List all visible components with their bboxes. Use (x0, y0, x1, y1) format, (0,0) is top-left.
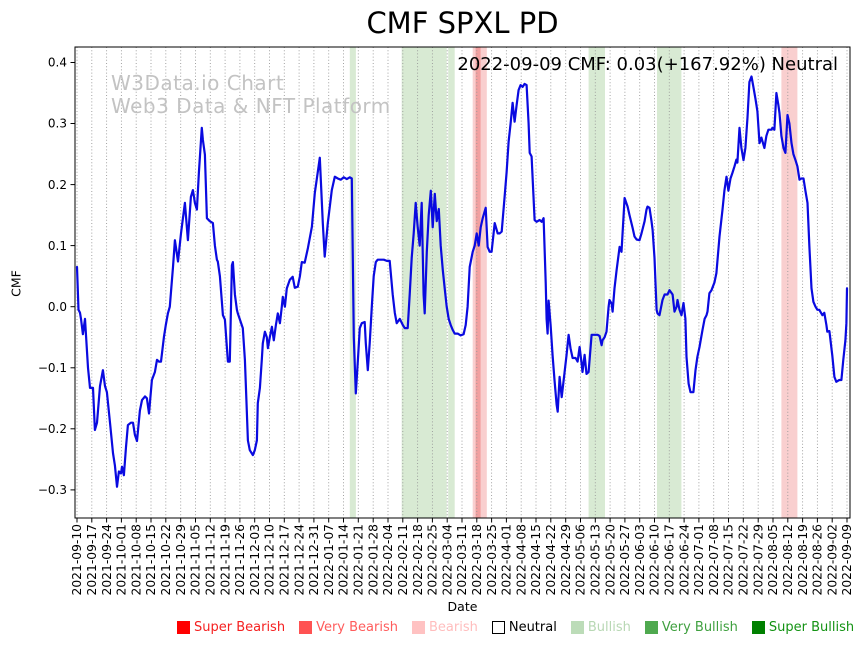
x-tick-label: 2022-08-19 (796, 524, 810, 595)
x-tick-label: 2022-05-06 (574, 524, 588, 596)
y-tick-label: 0.1 (48, 239, 67, 253)
latest-value-annotation: 2022-09-09 CMF: 0.03(+167.92%) Neutral (457, 54, 838, 75)
legend-swatch (570, 621, 584, 634)
x-tick-label: 2021-11-26 (233, 524, 247, 596)
legend-item-very-bullish: Very Bullish (644, 620, 738, 635)
x-tick-label: 2022-08-05 (766, 524, 780, 595)
band-bearish (781, 47, 798, 518)
chart-title: CMF SPXL PD (366, 6, 559, 40)
y-axis-title: CMF (8, 270, 24, 297)
x-tick-label: 2022-07-08 (707, 524, 721, 595)
x-tick-label: 2022-08-12 (781, 524, 795, 595)
legend-label: Very Bearish (316, 620, 398, 635)
x-tick-label: 2021-09-17 (85, 524, 99, 595)
x-tick-label: 2021-10-15 (144, 524, 158, 595)
x-tick-label: 2021-12-31 (307, 524, 321, 595)
x-tick-label: 2022-06-03 (633, 524, 647, 595)
x-tick-label: 2022-07-15 (722, 524, 736, 595)
y-tick-label: −0.2 (38, 422, 67, 436)
x-tick-label: 2022-06-10 (648, 524, 662, 595)
x-tick-label: 2021-09-10 (70, 524, 84, 595)
x-tick-label: 2022-02-25 (426, 524, 440, 595)
y-tick-label: 0.0 (48, 300, 67, 314)
watermark-line1: W3Data.io Chart (111, 71, 285, 95)
x-tick-label: 2022-09-09 (840, 524, 854, 595)
x-tick-label: 2022-02-04 (381, 524, 395, 596)
legend-swatch (299, 621, 313, 634)
watermark: W3Data.io Chart Web3 Data & NFT Platform (111, 72, 391, 118)
x-tick-label: 2022-04-08 (514, 524, 528, 595)
legend-item-neutral: Neutral (491, 620, 557, 635)
x-tick-label: 2021-11-05 (189, 524, 203, 595)
x-tick-label: 2022-04-01 (500, 524, 514, 595)
x-tick-label: 2022-06-24 (677, 524, 691, 596)
x-tick-label: 2022-04-22 (544, 524, 558, 595)
x-tick-label: 2022-03-11 (455, 524, 469, 595)
y-tick-label: 0.2 (48, 178, 67, 192)
legend-swatch (491, 621, 505, 634)
x-tick-label: 2022-03-18 (470, 524, 484, 595)
x-tick-label: 2022-04-29 (559, 524, 573, 595)
x-tick-label: 2021-11-19 (218, 524, 232, 595)
x-tick-label: 2022-05-20 (603, 524, 617, 595)
x-tick-label: 2021-10-01 (115, 524, 129, 595)
legend: Super Bearish Very Bearish Bearish Neutral B… (177, 620, 854, 635)
x-tick-label: 2022-02-18 (411, 524, 425, 595)
band-bullish (448, 47, 455, 518)
x-tick-label: 2022-07-01 (692, 524, 706, 595)
plot-border (74, 46, 851, 519)
x-tick-label: 2022-07-29 (751, 524, 765, 595)
cmf-line (75, 75, 849, 488)
x-tick-label: 2022-06-17 (663, 524, 677, 595)
x-tick-label: 2021-10-08 (129, 524, 143, 595)
x-tick-label: 2022-03-25 (485, 524, 499, 595)
x-tick-label: 2021-12-17 (278, 524, 292, 595)
x-tick-label: 2022-01-21 (352, 524, 366, 595)
band-very-bearish (475, 47, 481, 518)
band-bullish (657, 47, 682, 518)
legend-label: Bullish (587, 620, 631, 635)
y-tick-label: −0.1 (38, 361, 67, 375)
x-tick-label: 2022-09-02 (825, 524, 839, 595)
legend-label: Bearish (428, 620, 478, 635)
legend-item-bearish: Bearish (411, 620, 478, 635)
x-tick-label: 2021-10-29 (174, 524, 188, 595)
x-tick-label: 2022-05-13 (589, 524, 603, 595)
x-tick-label: 2022-02-11 (396, 524, 410, 595)
x-tick-label: 2021-11-12 (204, 524, 218, 595)
x-tick-label: 2022-01-28 (366, 524, 380, 595)
x-tick-label: 2022-01-14 (337, 524, 351, 596)
x-tick-label: 2021-12-10 (263, 524, 277, 595)
legend-swatch (751, 621, 765, 634)
x-tick-label: 2022-05-27 (618, 524, 632, 595)
x-tick-label: 2021-12-03 (248, 524, 262, 595)
x-tick-label: 2022-07-22 (737, 524, 751, 595)
x-tick-label: 2021-10-22 (159, 524, 173, 595)
y-tick-label: −0.3 (38, 483, 67, 497)
x-tick-label: 2021-09-24 (100, 524, 114, 596)
band-bullish (588, 47, 605, 518)
x-tick-label: 2022-08-26 (811, 524, 825, 596)
legend-label: Super Bullish (768, 620, 855, 635)
legend-item-super-bearish: Super Bearish (177, 620, 285, 635)
x-tick-label: 2022-03-04 (440, 524, 454, 596)
legend-label: Very Bullish (661, 620, 738, 635)
legend-label: Neutral (508, 620, 557, 635)
y-tick-label: 0.3 (48, 117, 67, 131)
x-axis-title: Date (447, 599, 478, 614)
legend-swatch (411, 621, 425, 634)
legend-item-bullish: Bullish (570, 620, 631, 635)
x-tick-label: 2022-04-15 (529, 524, 543, 595)
x-tick-label: 2022-01-07 (322, 524, 336, 595)
y-tick-label: 0.4 (48, 56, 67, 70)
legend-swatch (177, 621, 190, 634)
x-tick-label: 2021-12-24 (292, 524, 306, 596)
watermark-line2: Web3 Data & NFT Platform (111, 94, 391, 118)
legend-item-very-bearish: Very Bearish (299, 620, 398, 635)
legend-item-super-bullish: Super Bullish (751, 620, 855, 635)
legend-label: Super Bearish (194, 620, 286, 635)
legend-swatch (644, 621, 658, 634)
